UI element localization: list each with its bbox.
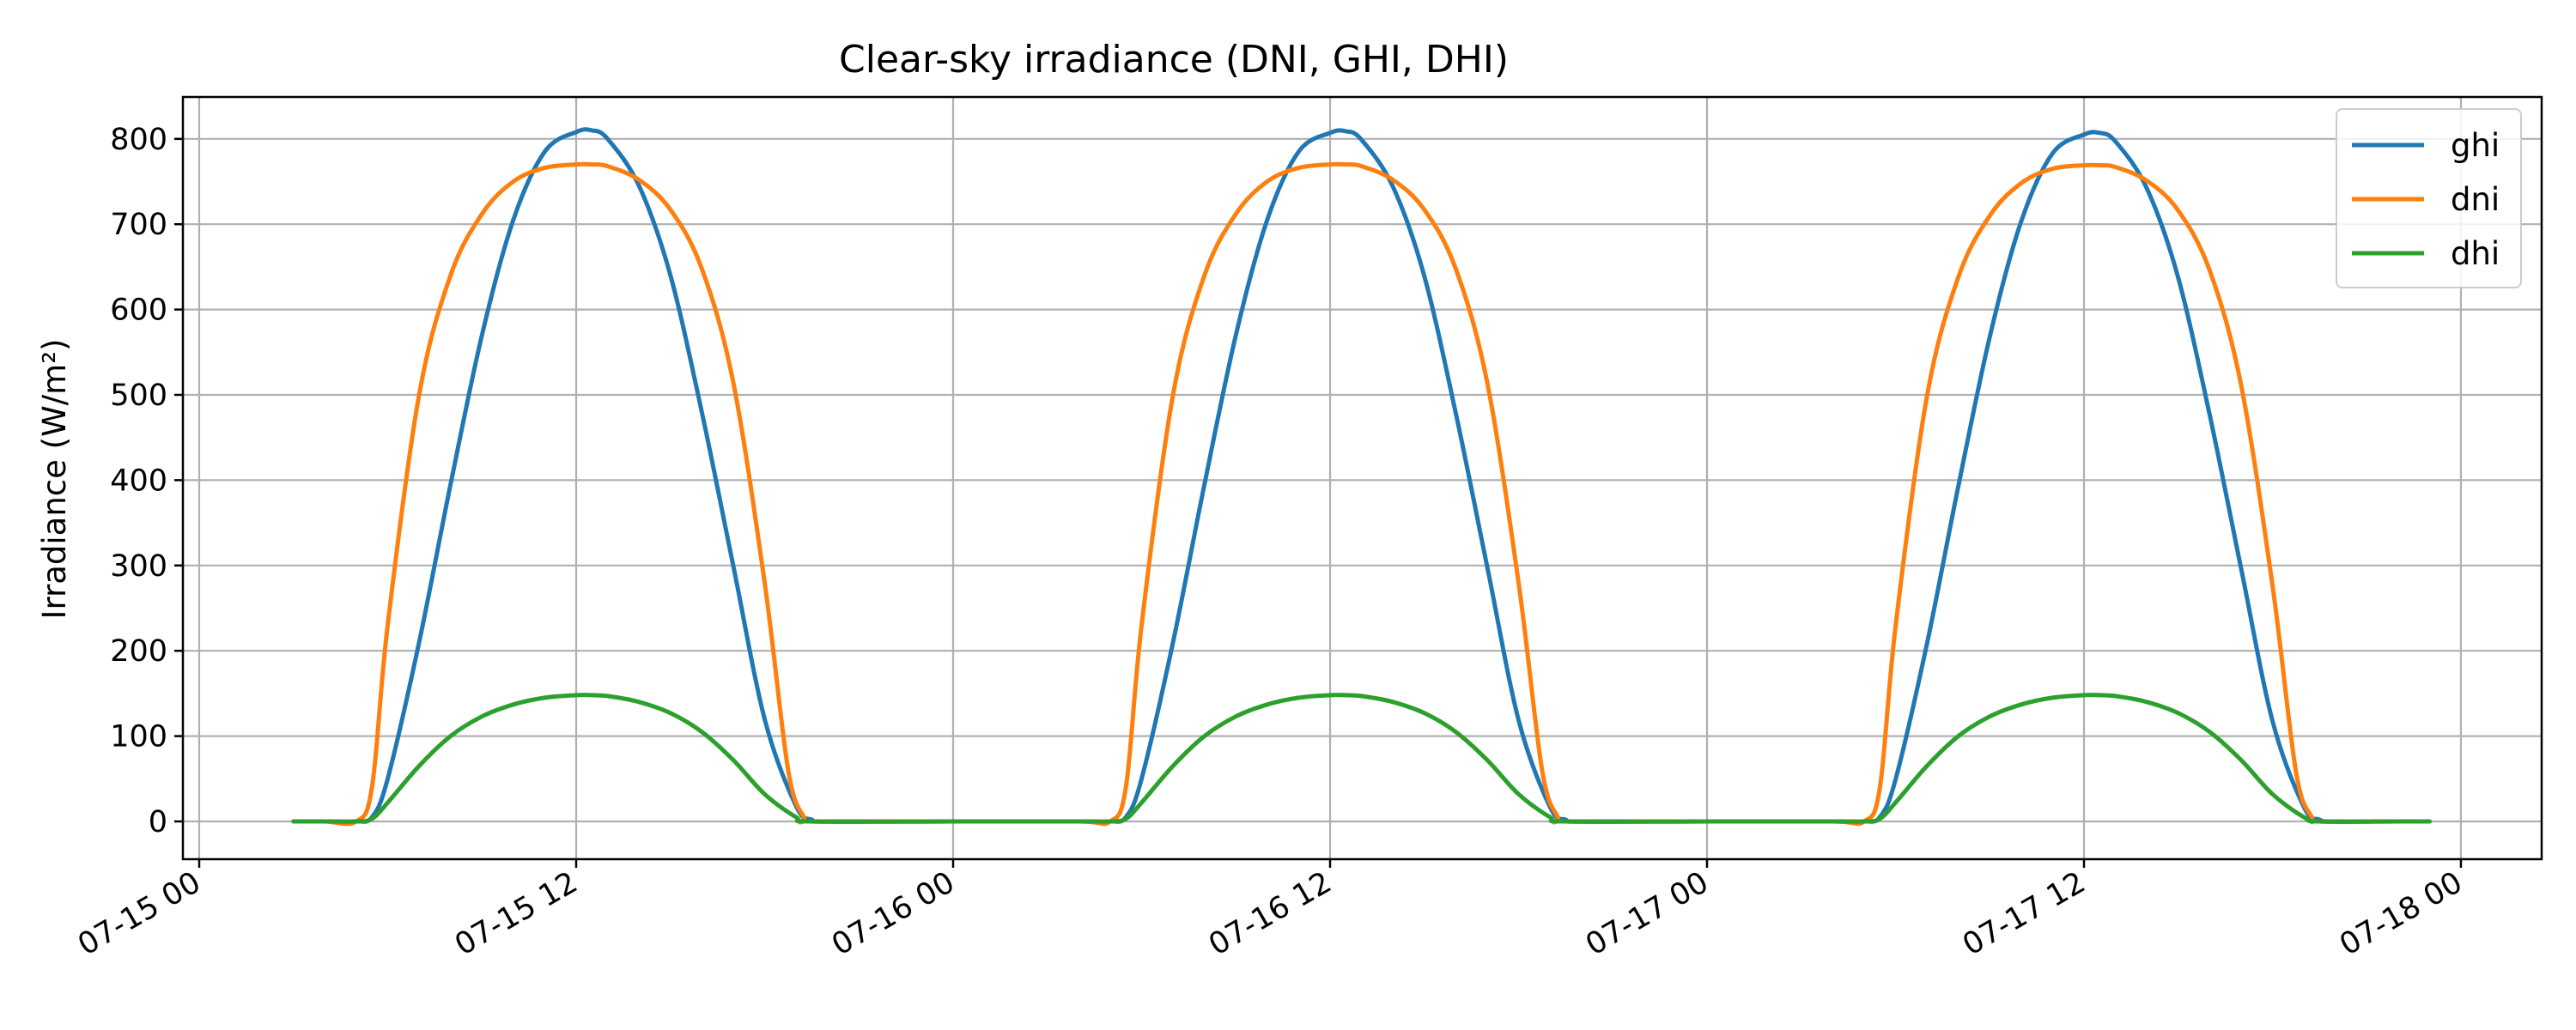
y-tick-label: 600 xyxy=(110,294,167,328)
y-tick-label: 400 xyxy=(110,464,167,498)
series-line-dni xyxy=(291,161,2432,827)
legend-label-dhi: dhi xyxy=(2451,235,2500,272)
y-tick-label: 100 xyxy=(110,720,167,754)
chart-title: Clear-sky irradiance (DNI, GHI, DHI) xyxy=(839,38,1509,82)
y-tick-label: 300 xyxy=(110,549,167,584)
grid-lines xyxy=(183,97,2542,859)
y-tick-label: 500 xyxy=(110,379,167,413)
legend-label-ghi: ghi xyxy=(2451,127,2500,164)
y-tick-label: 200 xyxy=(110,634,167,669)
y-tick-label: 800 xyxy=(110,123,167,157)
legend-label-dni: dni xyxy=(2451,181,2500,218)
y-axis-label: Irradiance (W/m²) xyxy=(36,339,73,620)
series-lines xyxy=(291,127,2432,827)
plot-area-frame xyxy=(181,95,2543,861)
legend: ghi dni dhi xyxy=(2336,108,2522,288)
y-tick-label: 700 xyxy=(110,208,167,242)
y-tick-label: 0 xyxy=(149,805,167,839)
series-line-ghi xyxy=(291,127,2432,824)
series-line-dhi xyxy=(291,693,2432,824)
legend-box xyxy=(2336,108,2522,288)
